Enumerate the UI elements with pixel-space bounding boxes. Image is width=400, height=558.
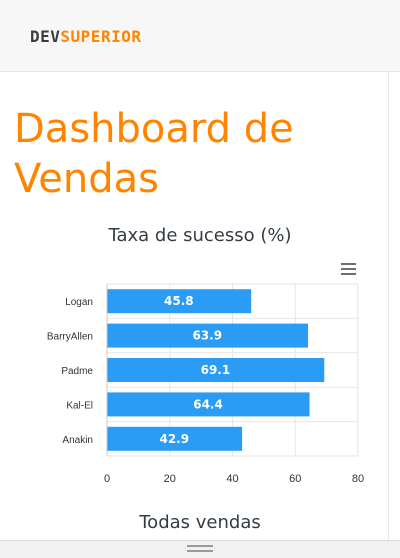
category-label: Kal-El — [66, 400, 93, 411]
x-tick-label: 80 — [352, 473, 364, 485]
x-tick-label: 60 — [289, 473, 301, 485]
x-tick-label: 0 — [104, 473, 110, 485]
x-tick-label: 40 — [226, 473, 238, 485]
bar-data-label: 45.8 — [164, 294, 194, 308]
chart-title: Taxa de sucesso (%) — [108, 225, 292, 246]
category-label: Padme — [61, 366, 93, 377]
x-tick-label: 20 — [164, 473, 176, 485]
bottom-scroll-bar — [0, 540, 400, 558]
brand-part-superior: SUPERIOR — [60, 27, 142, 46]
chart-bars — [107, 289, 325, 451]
bar — [107, 289, 252, 314]
bar-chart: 45.8 Logan 63.9 BarryAllen 69.1 Padme 64.4 Kal-… — [47, 283, 364, 485]
page-title-line1: Dashboard de — [14, 106, 294, 152]
category-label: Logan — [65, 297, 93, 308]
bar-data-label: 69.1 — [201, 363, 231, 377]
bar — [107, 392, 310, 417]
brand-logo[interactable]: DEVSUPERIOR — [30, 27, 141, 46]
bar — [107, 426, 243, 451]
brand-part-dev: DEV — [30, 27, 61, 46]
bar — [107, 358, 325, 382]
bar — [107, 323, 308, 348]
section-title: Todas vendas — [139, 512, 261, 533]
bar-data-label: 42.9 — [159, 432, 189, 446]
category-label: Anakin — [62, 435, 93, 446]
navbar: DEVSUPERIOR — [0, 0, 400, 72]
category-label: BarryAllen — [47, 332, 93, 343]
page-title: Dashboard de Vendas — [14, 104, 294, 204]
drag-handle-icon[interactable] — [187, 545, 213, 553]
content-divider — [388, 72, 389, 542]
hamburger-menu-icon[interactable] — [340, 262, 358, 276]
page-title-line2: Vendas — [14, 156, 159, 202]
chart-labels: 45.8 Logan 63.9 BarryAllen 69.1 Padme 64.4 Kal-… — [47, 294, 364, 485]
bar-data-label: 64.4 — [193, 397, 223, 411]
bar-data-label: 63.9 — [192, 329, 222, 343]
